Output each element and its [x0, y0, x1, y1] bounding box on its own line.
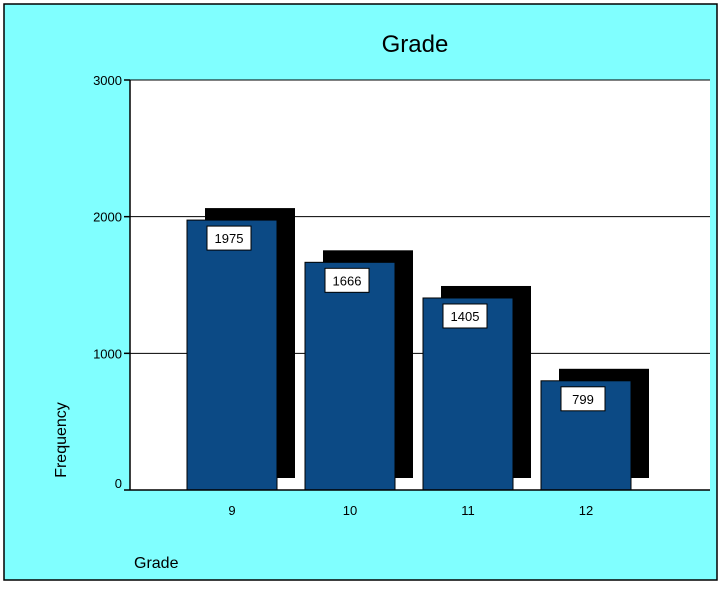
- x-tick-label-11: 11: [461, 503, 475, 518]
- value-label-box-10: [324, 267, 370, 293]
- value-label-box-9: [206, 225, 252, 251]
- y-tick-label-2000: 2000: [93, 210, 122, 225]
- x-tick-label-12: 12: [579, 503, 593, 518]
- x-tick-label-9: 9: [228, 503, 235, 518]
- value-label-box-12: [560, 386, 606, 412]
- axes: [124, 79, 710, 491]
- value-label-10: 1666: [333, 273, 362, 288]
- value-label-box-11: [442, 303, 488, 329]
- x-tick-labels: 9 10 11 12: [228, 503, 593, 518]
- value-label-11: 1405: [451, 309, 480, 324]
- x-tick-label-10: 10: [343, 503, 357, 518]
- y-tick-label-1000: 1000: [93, 346, 122, 361]
- y-tick-labels: 0 1000 2000 3000: [93, 73, 122, 491]
- bar-11: [422, 297, 514, 491]
- bars: 1975 1666 1405 799: [186, 208, 649, 491]
- value-label-9: 1975: [215, 231, 244, 246]
- chart-title: Grade: [382, 31, 449, 58]
- value-label-12: 799: [572, 392, 594, 407]
- y-tick-label-0: 0: [115, 476, 122, 491]
- x-axis-label: Grade: [134, 555, 179, 572]
- y-axis-label: Frequency: [53, 402, 70, 478]
- bar-9: [186, 219, 278, 491]
- y-tick-label-3000: 3000: [93, 73, 122, 88]
- bar-10: [304, 261, 396, 491]
